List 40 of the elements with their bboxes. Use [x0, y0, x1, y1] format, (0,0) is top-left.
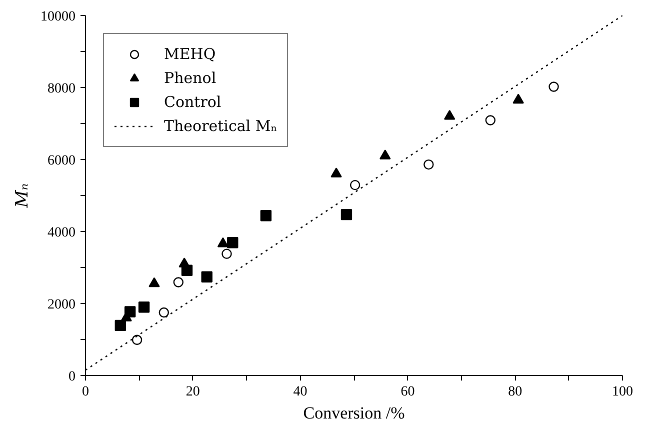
point — [380, 150, 391, 160]
y-tick-label: 10000 — [40, 10, 76, 24]
x-tick-label: 20 — [186, 384, 200, 400]
y-tick-label: 8000 — [48, 82, 76, 96]
point — [485, 115, 496, 126]
point — [158, 307, 169, 318]
y-axis-title: Mₙ — [12, 183, 32, 209]
point — [222, 248, 232, 259]
y-tick-label: 6000 — [48, 154, 76, 168]
legend-label: Phenol — [164, 69, 216, 87]
point — [512, 94, 524, 104]
x-tick-label: 0 — [82, 384, 89, 400]
point — [148, 277, 160, 288]
x-tick-label: 40 — [293, 384, 308, 400]
x-axis-title: Conversion /% — [303, 404, 405, 422]
y-tick-label: 0 — [68, 370, 76, 384]
point — [173, 277, 184, 288]
x-tick-label: 80 — [508, 384, 522, 400]
point — [444, 110, 456, 120]
point — [124, 306, 136, 318]
y-tick-label: 2000 — [48, 298, 76, 312]
point — [424, 159, 434, 170]
x-tick-label: 60 — [400, 384, 415, 400]
point — [114, 320, 126, 332]
legend-label: MEHQ — [164, 45, 216, 63]
point — [201, 271, 212, 282]
point — [181, 264, 193, 276]
x-tick-label: 100 — [612, 384, 633, 400]
point — [340, 208, 352, 220]
point — [260, 210, 272, 222]
point — [138, 302, 150, 313]
point — [548, 82, 559, 92]
legend-label: Control — [164, 93, 222, 111]
point — [227, 237, 238, 248]
point — [217, 237, 229, 248]
point — [330, 168, 342, 178]
point — [132, 334, 142, 345]
point — [350, 180, 360, 190]
legend-label: Theoretical Mₙ — [164, 117, 278, 135]
y-tick-label: 4000 — [48, 226, 76, 240]
